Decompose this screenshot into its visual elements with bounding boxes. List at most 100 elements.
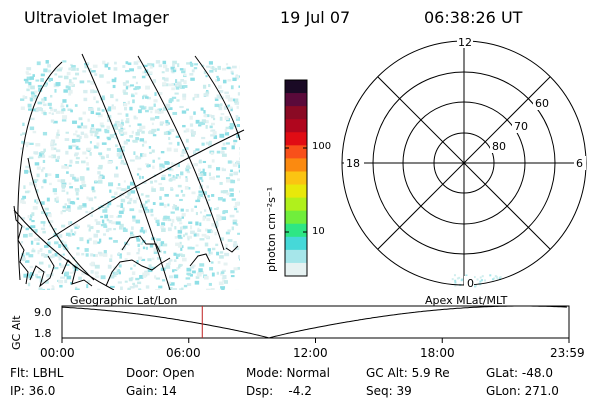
image-speckle	[138, 175, 141, 180]
image-speckle	[190, 77, 195, 81]
image-speckle	[88, 237, 92, 241]
image-speckle	[81, 272, 84, 276]
image-speckle	[225, 126, 230, 130]
image-speckle	[54, 252, 59, 257]
image-speckle	[177, 218, 182, 222]
image-speckle	[125, 117, 130, 121]
image-speckle	[159, 163, 164, 168]
image-speckle	[130, 267, 133, 270]
image-speckle	[162, 60, 167, 65]
image-speckle	[195, 276, 200, 279]
image-speckle	[225, 177, 231, 180]
image-speckle	[213, 135, 218, 140]
colorbar-tick-10: 10	[312, 226, 325, 237]
image-speckle	[202, 168, 205, 173]
image-speckle	[231, 198, 236, 201]
image-speckle	[159, 196, 162, 200]
image-speckle	[180, 78, 185, 82]
image-speckle	[90, 70, 96, 73]
image-speckle	[89, 152, 92, 156]
image-speckle	[165, 68, 169, 72]
image-speckle	[129, 135, 134, 138]
image-speckle	[150, 180, 153, 184]
image-speckle	[75, 138, 81, 143]
image-speckle	[162, 77, 165, 80]
image-speckle	[220, 237, 225, 241]
image-speckle	[141, 176, 144, 179]
image-speckle	[214, 98, 219, 101]
image-speckle	[217, 77, 220, 81]
image-speckle	[195, 233, 200, 237]
image-speckle	[34, 110, 39, 113]
image-speckle	[97, 180, 103, 184]
image-speckle	[216, 217, 220, 222]
image-speckle	[147, 71, 153, 75]
image-speckle	[144, 272, 150, 276]
image-speckle	[138, 109, 142, 114]
image-speckle	[51, 285, 54, 288]
image-speckle	[159, 166, 163, 171]
image-speckle	[103, 250, 107, 254]
image-speckle	[52, 188, 57, 193]
image-speckle	[150, 117, 155, 121]
image-speckle	[43, 96, 47, 101]
image-speckle	[107, 137, 111, 141]
image-speckle	[179, 241, 182, 245]
image-speckle	[140, 242, 143, 245]
image-speckle	[146, 164, 149, 168]
image-speckle	[94, 130, 99, 135]
image-speckle	[108, 220, 113, 224]
image-speckle	[235, 115, 239, 119]
image-speckle	[75, 145, 79, 150]
timeline-xtick-3: 18:00	[420, 346, 455, 360]
image-speckle	[182, 96, 187, 101]
image-speckle	[74, 188, 80, 191]
image-speckle	[180, 254, 186, 258]
image-speckle	[140, 107, 146, 110]
polar-speckle	[454, 281, 457, 284]
dsp-readout: Dsp: -4.2	[246, 384, 312, 398]
image-speckle	[77, 206, 82, 210]
image-speckle	[179, 253, 183, 257]
image-speckle	[232, 219, 238, 223]
image-speckle	[56, 133, 60, 137]
image-speckle	[72, 270, 77, 273]
image-speckle	[85, 156, 88, 159]
image-speckle	[37, 84, 43, 88]
image-speckle	[102, 209, 108, 213]
image-speckle	[53, 192, 58, 195]
image-speckle	[210, 230, 214, 233]
image-speckle	[185, 177, 189, 182]
image-speckle	[222, 142, 226, 146]
image-speckle	[47, 102, 52, 106]
image-speckle	[205, 120, 209, 123]
image-speckle	[206, 214, 212, 217]
polar-speckle	[473, 276, 476, 279]
time-label: 06:38:26 UT	[424, 8, 523, 27]
polar-speckle	[454, 284, 457, 287]
polar-speckle	[481, 275, 484, 278]
image-speckle	[216, 251, 220, 256]
image-speckle	[157, 246, 161, 250]
image-speckle	[146, 96, 152, 100]
image-speckle	[214, 96, 217, 100]
image-speckle	[126, 139, 130, 142]
image-speckle	[198, 168, 201, 172]
image-speckle	[50, 146, 54, 151]
image-speckle	[118, 183, 121, 186]
image-speckle	[100, 275, 106, 280]
image-speckle	[91, 186, 95, 191]
image-speckle	[142, 246, 146, 250]
image-speckle	[230, 169, 233, 173]
image-speckle	[152, 165, 155, 169]
image-speckle	[236, 134, 240, 139]
polar-speckle	[491, 278, 494, 281]
image-speckle	[22, 95, 25, 98]
image-speckle	[75, 252, 80, 256]
image-speckle	[121, 149, 125, 152]
image-speckle	[134, 86, 140, 90]
image-speckle	[238, 164, 240, 169]
image-speckle	[190, 208, 194, 212]
image-speckle	[163, 131, 168, 135]
image-speckle	[39, 248, 43, 251]
